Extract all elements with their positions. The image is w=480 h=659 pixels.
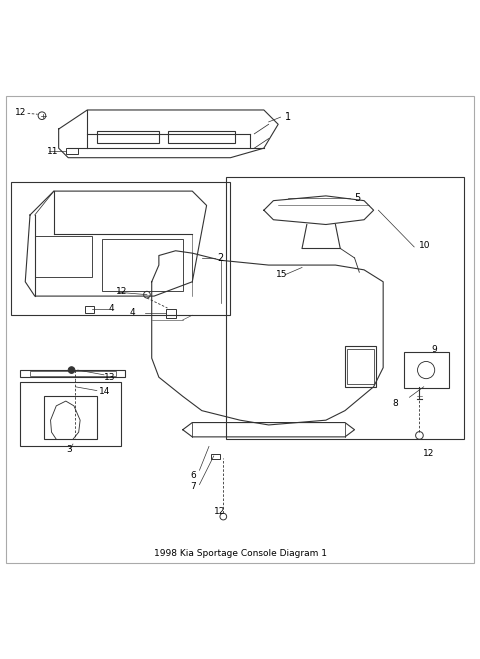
Text: 11: 11 [47,147,58,156]
Text: 5: 5 [355,193,361,203]
Bar [211,453,220,459]
Bar [345,346,376,387]
Bar [30,372,116,376]
Bar [44,396,97,440]
Text: 8: 8 [393,399,398,408]
Text: 12: 12 [214,507,225,516]
Text: 4: 4 [130,308,135,317]
Bar [168,131,235,144]
Bar [226,177,464,440]
Text: 4: 4 [109,304,114,312]
Text: 7: 7 [190,482,196,492]
Bar [35,237,92,277]
Bar [166,309,176,318]
Bar [11,182,230,315]
Text: 12: 12 [15,108,26,117]
Bar [21,370,125,377]
Text: 2: 2 [217,253,224,263]
Text: 9: 9 [431,345,437,354]
Bar [21,382,120,446]
Text: 1998 Kia Sportage Console Diagram 1: 1998 Kia Sportage Console Diagram 1 [154,550,326,558]
Bar [97,131,159,144]
Text: 12: 12 [423,449,434,458]
Bar [348,349,373,384]
Text: 3: 3 [66,445,72,454]
Text: 15: 15 [276,270,288,279]
Text: 13: 13 [104,373,116,382]
Text: 1: 1 [285,112,291,122]
Text: 10: 10 [419,241,431,250]
Bar [102,239,183,291]
Bar [66,148,78,154]
Text: 14: 14 [99,387,110,396]
Text: 12: 12 [116,287,127,296]
Text: 6: 6 [190,471,196,480]
Circle shape [68,366,75,374]
